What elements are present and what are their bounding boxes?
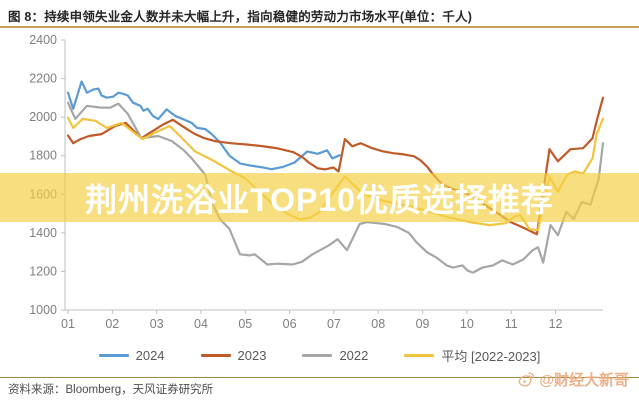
x-axis-label: 10 bbox=[460, 317, 474, 331]
legend: 2024 2023 2022 平均 [2022-2023] bbox=[0, 346, 639, 364]
y-axis-label: 1400 bbox=[29, 226, 57, 240]
figure-title: 图 8：持续申领失业金人数并未大幅上升，指向稳健的劳动力市场水平(单位：千人) bbox=[8, 10, 473, 24]
y-axis-label: 2400 bbox=[29, 33, 57, 47]
x-axis-label: 06 bbox=[283, 317, 297, 331]
legend-swatch bbox=[200, 353, 231, 357]
x-axis-label: 12 bbox=[549, 317, 563, 331]
watermark: @财经大新哥 bbox=[517, 369, 629, 390]
series-line-2022 bbox=[66, 101, 605, 274]
weibo-icon bbox=[519, 372, 535, 387]
watermark-text: @财经大新哥 bbox=[539, 372, 629, 389]
x-axis-label: 08 bbox=[371, 317, 385, 331]
legend-swatch bbox=[404, 353, 435, 357]
series-line-2023 bbox=[66, 96, 605, 236]
legend-label: 平均 [2022-2023] bbox=[441, 348, 541, 364]
y-axis-label: 1800 bbox=[29, 149, 57, 163]
footer-rule bbox=[0, 377, 639, 378]
y-axis-label: 1200 bbox=[29, 264, 57, 278]
y-axis-label: 2200 bbox=[29, 72, 57, 86]
legend-swatch bbox=[98, 353, 129, 357]
y-axis-label: 2000 bbox=[29, 110, 57, 124]
source-text: 资料来源：Bloomberg，天风证券研究所 bbox=[8, 384, 214, 396]
title-rule bbox=[0, 26, 639, 28]
overlay-banner: 荆州洗浴业TOP10优质选择推荐 bbox=[0, 173, 639, 222]
x-axis-label: 01 bbox=[61, 317, 75, 331]
legend-label: 2023 bbox=[237, 347, 267, 363]
legend-item-2023: 2023 bbox=[200, 347, 267, 363]
x-axis-label: 09 bbox=[416, 317, 430, 331]
x-axis-label: 07 bbox=[327, 317, 341, 331]
legend-label: 2022 bbox=[339, 347, 369, 363]
x-axis-label: 02 bbox=[105, 317, 119, 331]
legend-item-平均 [2022-2023]: 平均 [2022-2023] bbox=[404, 346, 540, 365]
x-axis-label: 05 bbox=[238, 317, 252, 331]
legend-swatch bbox=[302, 353, 333, 357]
x-axis-label: 04 bbox=[194, 317, 208, 331]
overlay-text: 荆州洗浴业TOP10优质选择推荐 bbox=[85, 181, 554, 218]
x-axis-label: 03 bbox=[150, 317, 164, 331]
y-axis-label: 1000 bbox=[29, 303, 57, 317]
line-chart: 2400220020001800160014001200100001020304… bbox=[29, 33, 605, 331]
series-line-2024 bbox=[66, 80, 341, 171]
legend-item-2022: 2022 bbox=[302, 348, 368, 363]
legend-item-2024: 2024 bbox=[98, 347, 165, 363]
x-axis-label: 11 bbox=[505, 317, 518, 331]
legend-label: 2024 bbox=[135, 347, 165, 363]
